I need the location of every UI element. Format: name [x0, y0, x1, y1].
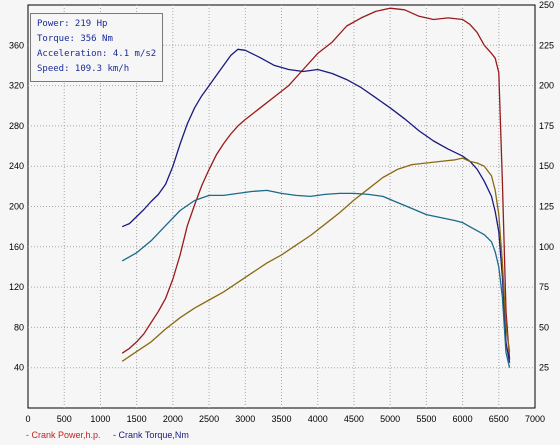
- legend: - Crank Power,h.p. - Crank Torque,Nm: [26, 430, 199, 440]
- legend-torque: - Crank Torque,Nm: [113, 430, 189, 440]
- y-right-tick-label: 150: [539, 161, 554, 171]
- x-tick-label: 1500: [127, 414, 147, 424]
- y-left-tick-label: 280: [9, 121, 24, 131]
- y-axis-right-ticks: 25 50 75 100 125 150 175 200 225 250: [539, 0, 554, 373]
- y-axis-left-ticks: 40 80 120 160 200 240 280 320 360: [9, 40, 24, 372]
- y-right-tick-label: 75: [539, 282, 549, 292]
- y-left-tick-label: 320: [9, 81, 24, 91]
- series-line-1: [121, 48, 511, 363]
- y-left-tick-label: 120: [9, 282, 24, 292]
- power-readout: Power: 219 Hp: [37, 19, 108, 29]
- y-left-tick-label: 240: [9, 161, 24, 171]
- x-axis-ticks: 0 500 1000 1500 2000 2500 3000 3500 4000 4500 5000…: [25, 414, 545, 424]
- y-left-tick-label: 40: [14, 363, 24, 373]
- speed-readout: Speed: 109.3 km/h: [37, 64, 130, 74]
- y-right-tick-label: 250: [539, 0, 554, 10]
- x-tick-label: 6000: [453, 414, 473, 424]
- readout-box: Power: 219 Hp Torque: 356 Nm Acceleratio…: [30, 13, 164, 82]
- series-layer: [121, 7, 511, 368]
- grid-lines: [28, 5, 535, 408]
- x-tick-label: 5500: [416, 414, 436, 424]
- series-line-0: [121, 7, 511, 360]
- y-left-tick-label: 80: [14, 322, 24, 332]
- y-left-tick-label: 160: [9, 242, 24, 252]
- x-tick-label: 2500: [199, 414, 219, 424]
- x-tick-label: 2000: [163, 414, 183, 424]
- x-tick-label: 6500: [489, 414, 509, 424]
- x-tick-label: 3000: [235, 414, 255, 424]
- torque-readout: Torque: 356 Nm: [37, 34, 113, 44]
- y-right-tick-label: 25: [539, 363, 549, 373]
- x-tick-label: 1000: [90, 414, 110, 424]
- y-right-tick-label: 100: [539, 242, 554, 252]
- legend-power: - Crank Power,h.p.: [26, 430, 101, 440]
- x-tick-label: 5000: [380, 414, 400, 424]
- y-left-tick-label: 360: [9, 40, 24, 50]
- series-line-3: [121, 189, 511, 368]
- y-right-tick-label: 225: [539, 40, 554, 50]
- x-tick-label: 4000: [308, 414, 328, 424]
- x-tick-label: 0: [25, 414, 30, 424]
- acceleration-readout: Acceleration: 4.1 m/s2: [37, 49, 157, 59]
- y-right-tick-label: 175: [539, 121, 554, 131]
- y-right-tick-label: 125: [539, 202, 554, 212]
- x-tick-label: 4500: [344, 414, 364, 424]
- y-left-tick-label: 200: [9, 202, 24, 212]
- y-right-tick-label: 50: [539, 322, 549, 332]
- y-right-tick-label: 200: [539, 81, 554, 91]
- x-tick-label: 3500: [271, 414, 291, 424]
- x-tick-label: 7000: [525, 414, 545, 424]
- x-tick-label: 500: [57, 414, 72, 424]
